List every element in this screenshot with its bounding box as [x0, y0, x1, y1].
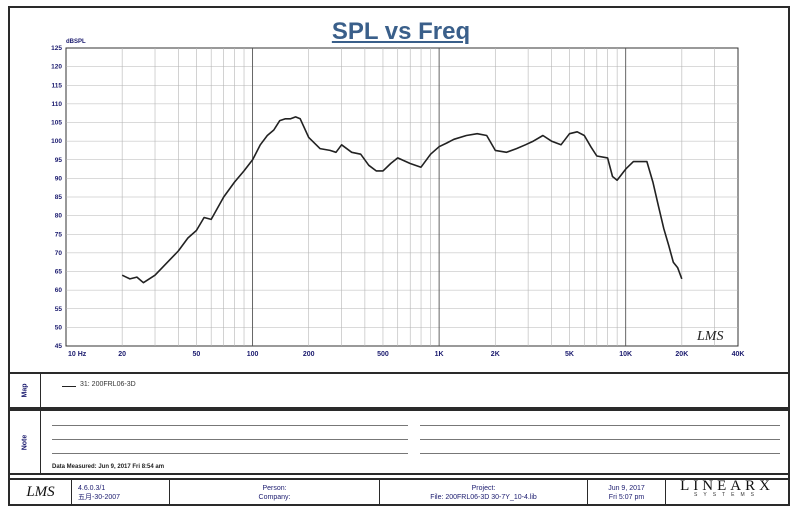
y-tick-label: 120: [51, 64, 62, 71]
y-tick-label: 110: [52, 101, 63, 108]
note-panel: Note Data Measured: Jun 9, 2017 Fri 8:54…: [8, 409, 790, 475]
x-tick-label: 200: [303, 351, 315, 358]
footer-logo-cell: LMS: [10, 480, 72, 504]
note-line: [420, 453, 780, 454]
x-tick-label: 5K: [565, 351, 574, 358]
version-number: 4.6.0.3/1: [78, 485, 106, 492]
linearx-sub: SYSTEMS: [694, 492, 760, 498]
map-panel: Map 31: 200FRL06-3D: [8, 372, 790, 409]
y-axis-label: dBSPL: [66, 39, 86, 45]
lms-logo: LMS: [26, 484, 55, 500]
data-measured: Data Measured: Jun 9, 2017 Fri 8:54 am: [52, 464, 165, 470]
footer-project-cell: Project: File: 200FRL06-3D 30-7Y_10-4.li…: [380, 480, 588, 504]
curves: [121, 116, 683, 284]
note-line: [52, 453, 408, 454]
footer-version-cell: 4.6.0.3/1 五月-30-2007: [72, 480, 170, 504]
note-line: [420, 439, 780, 440]
legend-entry: 31: 200FRL06-3D: [80, 381, 136, 388]
linearx-logo: LINEARX: [680, 478, 774, 494]
y-tick-label: 95: [55, 157, 63, 164]
note-line: [52, 439, 408, 440]
x-tick-label: 500: [377, 351, 389, 358]
y-tick-label: 65: [55, 269, 63, 276]
legend-swatch: [62, 386, 76, 387]
note-line: [52, 425, 408, 426]
x-tick-label: 100: [247, 351, 259, 358]
x-tick-label: 40K: [732, 351, 745, 358]
x-tick-label: 20K: [675, 351, 688, 358]
footer-date-cell: Jun 9, 2017 Fri 5:07 pm: [588, 480, 666, 504]
person-label: Person:: [262, 485, 287, 492]
y-tick-label: 115: [52, 82, 63, 89]
note-line: [420, 425, 780, 426]
x-tick-label: 2K: [491, 351, 500, 358]
chart-title: SPL vs Freq: [331, 18, 471, 45]
file-label: File: 200FRL06-3D 30-7Y_10-4.lib: [430, 494, 537, 501]
lms-watermark: LMS: [696, 329, 723, 344]
footer-date: Jun 9, 2017: [608, 485, 645, 492]
y-tick-label: 75: [55, 231, 63, 238]
y-tick-label: 55: [55, 306, 63, 313]
project-label: Project:: [471, 485, 496, 492]
x-tick-label: 10K: [619, 351, 632, 358]
note-side-label: Note: [10, 411, 41, 473]
y-tick-label: 60: [55, 287, 63, 294]
footer-person-cell: Person: Company:: [170, 480, 380, 504]
y-tick-label: 50: [55, 324, 63, 331]
x-tick-label: 1K: [435, 351, 444, 358]
x-tick-labels: 10 Hz 20 50 100 200 500 1K 2K 5K 10K 20K 40K: [68, 351, 744, 358]
y-tick-label: 85: [55, 194, 63, 201]
y-tick-label: 90: [55, 175, 63, 182]
y-tick-label: 70: [55, 250, 63, 257]
grid: [65, 47, 739, 347]
y-tick-label: 80: [55, 213, 63, 220]
y-tick-label: 125: [51, 45, 62, 52]
version-date: 五月-30-2007: [78, 494, 121, 501]
map-side-label: Map: [10, 374, 41, 407]
x-tick-label: 10 Hz: [68, 351, 87, 358]
footer-brand-cell: LINEARX SYSTEMS: [666, 478, 788, 504]
plot-area: 45 50 55 60 65 70 75 80 85 90 95 100 105 110 115 120 125…: [51, 39, 744, 358]
footer-time: Fri 5:07 pm: [608, 494, 645, 501]
x-tick-label: 50: [193, 351, 201, 358]
y-tick-label: 105: [51, 120, 62, 127]
y-tick-label: 45: [55, 343, 63, 350]
company-label: Company:: [258, 494, 291, 501]
spl-curve: [121, 116, 683, 284]
y-tick-labels: 45 50 55 60 65 70 75 80 85 90 95 100 105 110 115 120 125: [51, 45, 62, 350]
footer-panel: LMS 4.6.0.3/1 五月-30-2007 Person: Company…: [8, 478, 790, 506]
y-tick-label: 100: [51, 138, 62, 145]
x-tick-label: 20: [118, 351, 126, 358]
